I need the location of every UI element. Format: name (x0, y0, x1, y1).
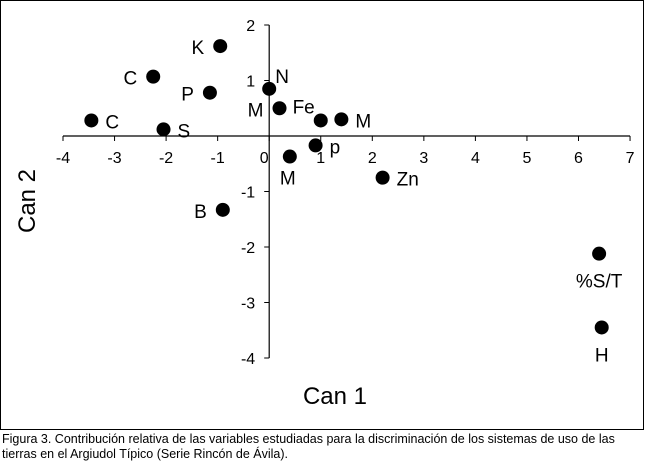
data-point-label: M (355, 111, 371, 132)
x-tick-label: 4 (471, 150, 480, 167)
data-point (334, 112, 349, 127)
data-point-label: %S/T (576, 272, 623, 293)
data-point (313, 113, 328, 128)
x-tick-label: 3 (419, 150, 428, 167)
data-point-label: M (280, 169, 296, 190)
data-point (202, 85, 217, 100)
data-point (146, 69, 161, 84)
x-tick-label: -3 (107, 150, 121, 167)
y-tick-label: -4 (241, 351, 255, 368)
data-point (213, 39, 228, 54)
data-point (84, 113, 99, 128)
data-point (215, 202, 230, 217)
x-tick-label: 5 (522, 150, 531, 167)
data-point-label: p (330, 137, 341, 158)
y-ticks: 2 1 -1 -2 -3 -4 (241, 18, 270, 368)
y-tick-label: -3 (241, 296, 255, 313)
data-point-label: P (181, 85, 194, 106)
y-tick-label: 2 (246, 18, 255, 35)
data-point (272, 101, 287, 116)
x-tick-label: -4 (56, 150, 70, 167)
data-point (594, 320, 609, 335)
y-axis-title: Can 2 (14, 169, 41, 233)
data-point-label: Zn (397, 170, 419, 191)
x-tick-label: 6 (574, 150, 583, 167)
data-point-label: C (123, 69, 137, 90)
x-axis-title: Can 1 (303, 383, 367, 410)
data-point (282, 149, 297, 164)
data-point-label: Fe (293, 97, 315, 118)
data-point-label: C (105, 112, 119, 133)
x-ticks: -4 -3 -2 -1 0 1 2 3 4 5 6 7 (56, 136, 635, 167)
data-point (375, 170, 390, 185)
y-tick-label: -1 (241, 185, 255, 202)
data-point (262, 81, 277, 96)
data-point-label: M (248, 100, 264, 121)
x-tick-label: 0 (260, 150, 269, 167)
data-point (592, 246, 607, 261)
data-point-label: B (194, 202, 207, 223)
x-tick-label: 1 (316, 150, 325, 167)
data-point (308, 138, 323, 153)
x-tick-label: 7 (626, 150, 635, 167)
x-tick-label: -2 (159, 150, 173, 167)
data-point-label: K (192, 38, 205, 59)
data-point-label: N (275, 67, 289, 88)
data-point (156, 122, 171, 137)
data-point-label: H (595, 345, 609, 366)
x-tick-label: -1 (211, 150, 225, 167)
y-tick-label: -2 (241, 240, 255, 257)
y-tick-label: 1 (246, 74, 255, 91)
data-point-label: S (178, 121, 191, 142)
x-tick-label: 2 (368, 150, 377, 167)
figure-caption: Figura 3. Contribución relativa de las v… (2, 432, 615, 461)
